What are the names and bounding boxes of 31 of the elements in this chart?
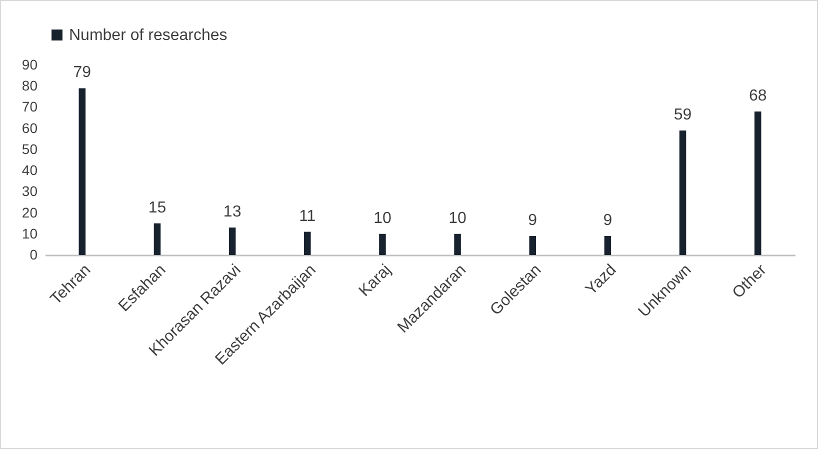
data-label: 59 [674,106,692,124]
y-tick-label: 90 [22,56,38,72]
bar [529,236,536,255]
data-label: 79 [73,64,92,82]
data-label: 68 [748,87,767,104]
y-tick-label: 80 [22,78,38,94]
data-label: 11 [299,208,316,225]
bar [604,236,612,255]
y-tick-label: 70 [22,98,38,115]
bar [154,223,161,255]
data-label: 9 [603,212,612,229]
data-label: 15 [148,199,166,216]
bar [754,111,762,255]
y-tick-label: 10 [22,225,38,242]
bar [78,88,86,255]
bar [679,130,686,255]
y-tick-label: 60 [22,120,38,136]
y-tick-label: 20 [22,204,38,220]
data-label: 9 [528,212,538,229]
bar [304,232,311,255]
y-tick-label: 50 [22,140,38,157]
y-tick-label: 0 [30,246,38,262]
bar [379,234,386,255]
y-tick-label: 40 [22,162,38,178]
data-label: 10 [374,210,392,227]
data-label: 13 [223,204,242,221]
y-tick-label: 30 [22,183,38,200]
legend-label: Number of researches [69,27,228,44]
data-label: 10 [448,210,467,227]
bar [454,234,461,255]
bar [228,228,236,255]
